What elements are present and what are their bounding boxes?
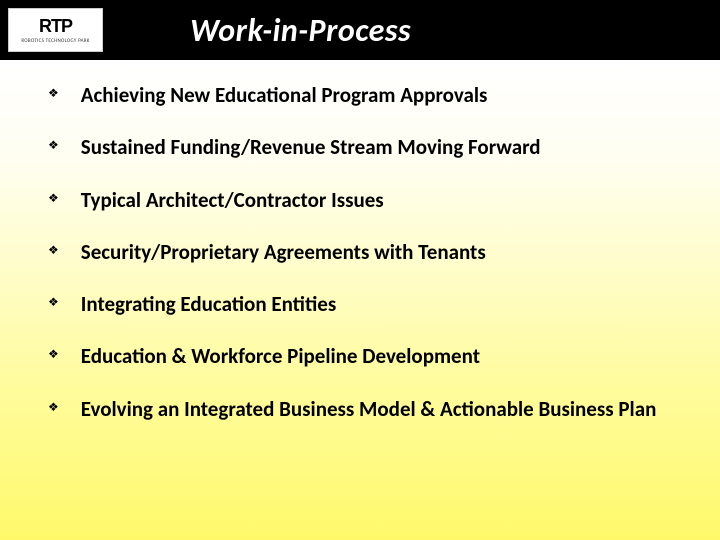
list-item: ❖ Evolving an Integrated Business Model … (48, 396, 688, 422)
page-title: Work-in-Process (190, 11, 411, 50)
diamond-bullet-icon: ❖ (48, 402, 59, 414)
diamond-bullet-icon: ❖ (48, 245, 59, 257)
logo-text-top: RTP (39, 17, 72, 35)
list-item: ❖ Typical Architect/Contractor Issues (48, 187, 688, 213)
list-item-text: Typical Architect/Contractor Issues (81, 187, 384, 213)
slide: RTP ROBOTICS TECHNOLOGY PARK Work-in-Pro… (0, 0, 720, 540)
diamond-bullet-icon: ❖ (48, 193, 59, 205)
diamond-bullet-icon: ❖ (48, 349, 59, 361)
diamond-bullet-icon: ❖ (48, 88, 59, 100)
list-item-text: Education & Workforce Pipeline Developme… (81, 343, 480, 369)
list-item-text: Security/Proprietary Agreements with Ten… (81, 239, 486, 265)
logo: RTP ROBOTICS TECHNOLOGY PARK (8, 8, 103, 52)
list-item-text: Sustained Funding/Revenue Stream Moving … (81, 134, 541, 160)
list-item-text: Integrating Education Entities (81, 291, 336, 317)
list-item-text: Evolving an Integrated Business Model & … (81, 396, 657, 422)
diamond-bullet-icon: ❖ (48, 140, 59, 152)
list-item: ❖ Sustained Funding/Revenue Stream Movin… (48, 134, 688, 160)
list-item: ❖ Achieving New Educational Program Appr… (48, 82, 688, 108)
list-item: ❖ Security/Proprietary Agreements with T… (48, 239, 688, 265)
bullet-list: ❖ Achieving New Educational Program Appr… (48, 82, 688, 448)
diamond-bullet-icon: ❖ (48, 297, 59, 309)
logo-text-sub: ROBOTICS TECHNOLOGY PARK (21, 39, 89, 44)
list-item-text: Achieving New Educational Program Approv… (81, 82, 488, 108)
list-item: ❖ Integrating Education Entities (48, 291, 688, 317)
header-bar: RTP ROBOTICS TECHNOLOGY PARK Work-in-Pro… (0, 0, 720, 60)
list-item: ❖ Education & Workforce Pipeline Develop… (48, 343, 688, 369)
